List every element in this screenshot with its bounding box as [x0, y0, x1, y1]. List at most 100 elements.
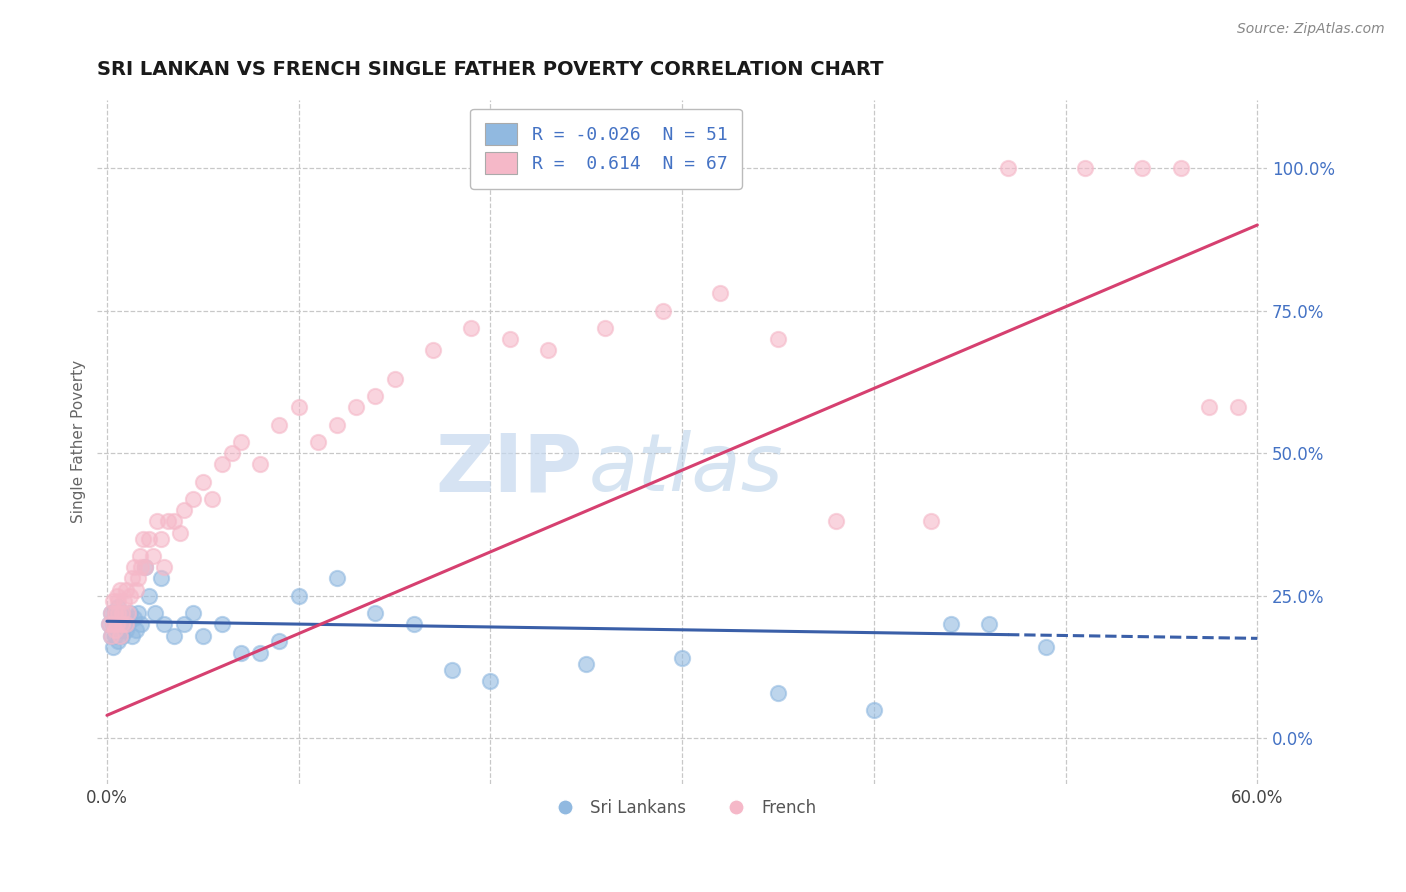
Point [105, 611, 128, 625]
Point [344, 401, 367, 415]
Point [211, 458, 233, 472]
Text: ZIP: ZIP [436, 430, 582, 508]
Point [117, 606, 139, 620]
Point [231, 646, 253, 660]
Point [149, 532, 172, 546]
Point [384, 372, 406, 386]
Point [100, 606, 122, 620]
Point [146, 515, 169, 529]
Point [191, 628, 214, 642]
Point [131, 560, 153, 574]
Point [479, 674, 502, 689]
Point [115, 623, 138, 637]
Point [122, 611, 145, 625]
Point [110, 623, 132, 637]
Point [920, 515, 942, 529]
Point [163, 515, 186, 529]
Point [766, 685, 789, 699]
Point [364, 389, 387, 403]
Point [201, 491, 224, 506]
Point [110, 628, 132, 642]
Point [107, 594, 129, 608]
Point [977, 617, 1000, 632]
Point [402, 617, 425, 632]
Point [169, 525, 191, 540]
Point [121, 628, 143, 642]
Point [181, 606, 204, 620]
Point [118, 589, 141, 603]
Point [104, 606, 127, 620]
Point [441, 663, 464, 677]
Point [105, 617, 128, 632]
Point [163, 628, 186, 642]
Point [110, 611, 132, 625]
Point [269, 417, 291, 432]
Point [101, 617, 124, 632]
Point [143, 606, 166, 620]
Point [652, 303, 675, 318]
Point [128, 549, 150, 563]
Point [326, 417, 349, 432]
Point [125, 623, 148, 637]
Point [134, 560, 156, 574]
Text: atlas: atlas [589, 430, 783, 508]
Point [157, 515, 180, 529]
Point [101, 617, 124, 632]
Point [287, 589, 309, 603]
Point [863, 703, 886, 717]
Point [97, 617, 120, 632]
Point [105, 623, 128, 637]
Point [498, 332, 520, 346]
Point [153, 560, 176, 574]
Point [249, 646, 271, 660]
Point [181, 491, 204, 506]
Point [1227, 401, 1250, 415]
Point [107, 606, 129, 620]
Point [122, 560, 145, 574]
Point [364, 606, 387, 620]
Point [111, 606, 134, 620]
Point [132, 532, 155, 546]
Point [537, 343, 560, 358]
Point [269, 634, 291, 648]
Point [153, 617, 176, 632]
Point [1170, 161, 1192, 175]
Point [134, 560, 156, 574]
Point [104, 623, 127, 637]
Point [115, 582, 138, 597]
Point [149, 572, 172, 586]
Point [997, 161, 1019, 175]
Point [824, 515, 846, 529]
Point [100, 628, 122, 642]
Point [173, 617, 195, 632]
Point [107, 599, 129, 614]
Point [211, 617, 233, 632]
Point [671, 651, 693, 665]
Point [111, 606, 134, 620]
Point [105, 589, 128, 603]
Point [100, 606, 122, 620]
Text: Source: ZipAtlas.com: Source: ZipAtlas.com [1237, 22, 1385, 37]
Point [112, 594, 135, 608]
Point [1074, 161, 1097, 175]
Text: SRI LANKAN VS FRENCH SINGLE FATHER POVERTY CORRELATION CHART: SRI LANKAN VS FRENCH SINGLE FATHER POVER… [97, 60, 884, 78]
Point [287, 401, 309, 415]
Point [104, 606, 127, 620]
Point [115, 617, 138, 632]
Point [460, 320, 482, 334]
Point [111, 617, 134, 632]
Point [117, 617, 139, 632]
Point [107, 634, 129, 648]
Point [231, 434, 253, 449]
Point [1035, 640, 1057, 654]
Point [595, 320, 617, 334]
Point [100, 628, 122, 642]
Point [104, 628, 127, 642]
Point [101, 640, 124, 654]
Point [173, 503, 195, 517]
Point [121, 572, 143, 586]
Point [110, 582, 132, 597]
Point [112, 617, 135, 632]
Point [422, 343, 444, 358]
Point [127, 572, 149, 586]
